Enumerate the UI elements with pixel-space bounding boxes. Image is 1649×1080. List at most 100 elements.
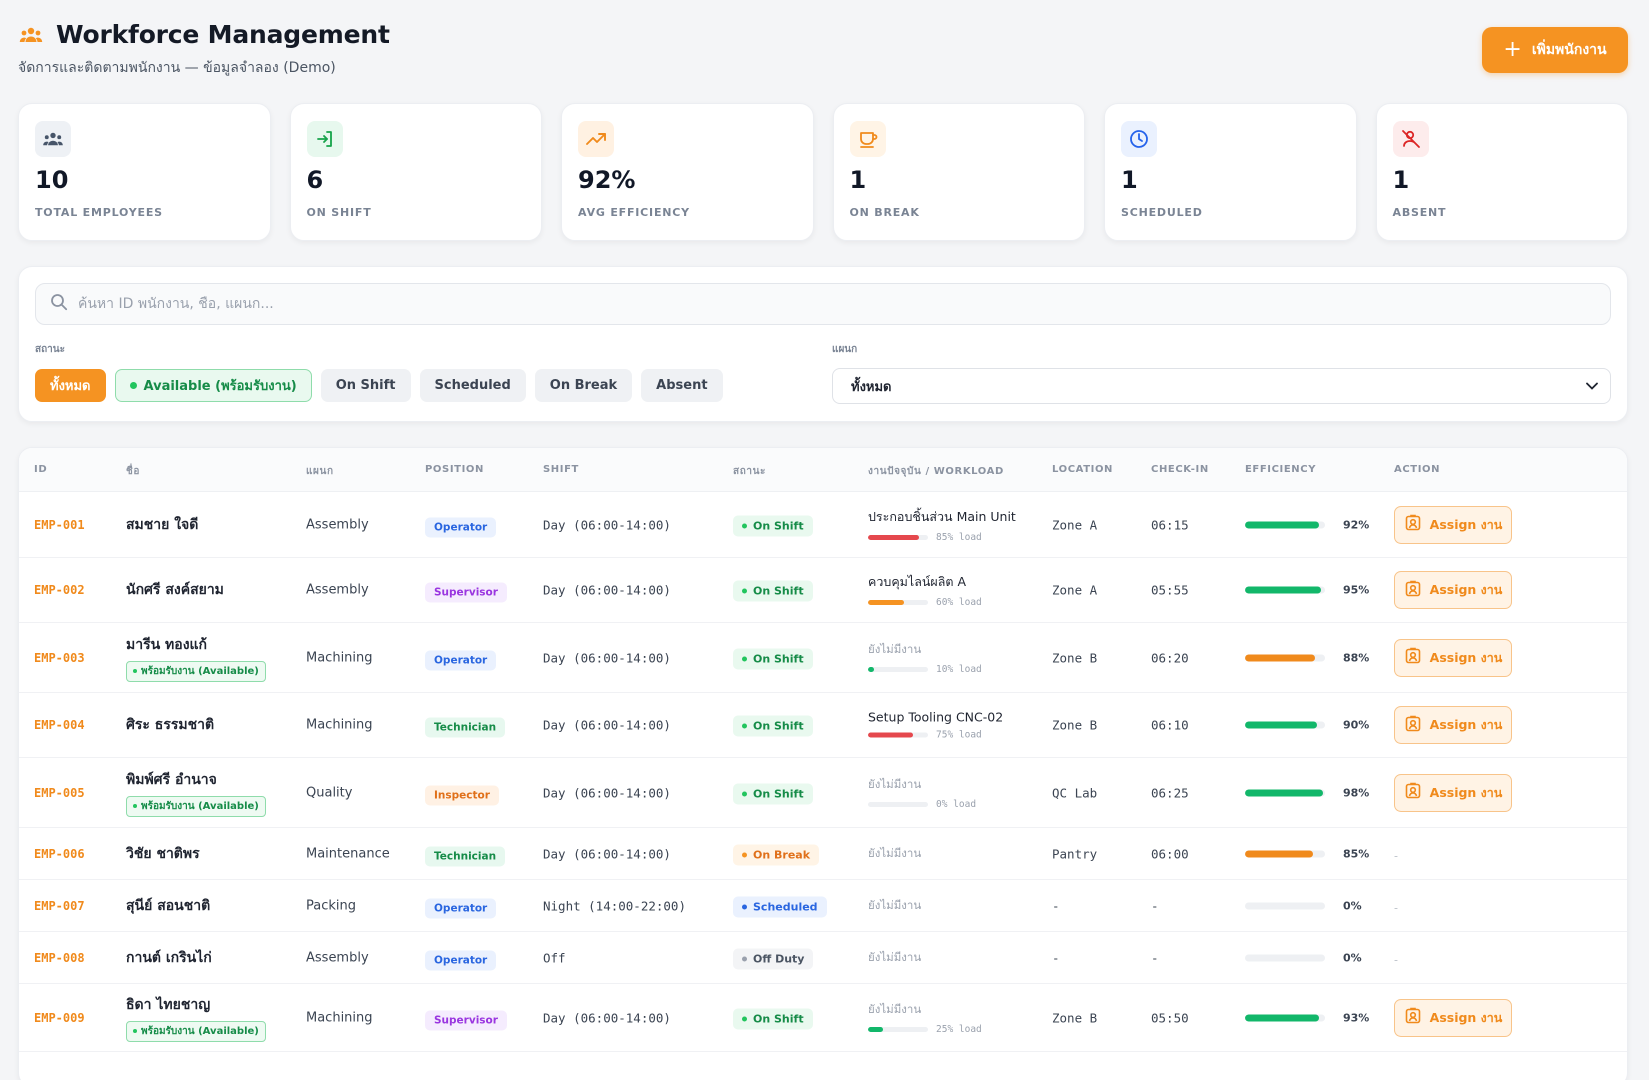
- assign-task-button[interactable]: Assign งาน: [1394, 571, 1512, 609]
- table-row[interactable]: EMP-009 ธิดา ไทยชาญ พร้อมรับงาน (Availabl…: [19, 984, 1627, 1052]
- table-row[interactable]: EMP-002 นักศรี สงค์สยาม Assembly Supervi…: [19, 558, 1627, 623]
- table-row[interactable]: EMP-008 กานต์ เกรินไก่ Assembly Operator…: [19, 932, 1627, 984]
- column-header: ชื่อ: [126, 466, 140, 477]
- workload-cell: ยังไม่มีงาน 0% load: [868, 776, 976, 810]
- employee-id[interactable]: EMP-009: [34, 1010, 85, 1025]
- shift: Day (06:00-14:00): [543, 785, 671, 800]
- stat-value: 6: [306, 166, 324, 194]
- employee-id[interactable]: EMP-006: [34, 846, 85, 861]
- shift: Night (14:00-22:00): [543, 898, 686, 913]
- assign-task-button[interactable]: Assign งาน: [1394, 998, 1512, 1037]
- efficiency-cell: 88%: [1245, 651, 1369, 664]
- employee-name-cell: สุนีย์ สอนชาติ: [126, 895, 210, 917]
- stats-row: 10 TOTAL EMPLOYEES 6 ON SHIFT 92% AVG EF…: [18, 103, 1628, 241]
- workload-cell: ยังไม่มีงาน 10% load: [868, 641, 982, 675]
- status-cell: On Shift: [733, 781, 813, 804]
- clipboard-user-icon: [1404, 782, 1422, 803]
- location: Zone A: [1052, 582, 1098, 598]
- employee-id[interactable]: EMP-005: [34, 785, 85, 800]
- status-dot-icon: [742, 852, 747, 857]
- clipboard-user-icon: [1404, 715, 1422, 736]
- status-dot-icon: [742, 523, 747, 528]
- workload-cell: Setup Tooling CNC-02 75% load: [868, 710, 1003, 741]
- stat-card-absent: 1 ABSENT: [1375, 103, 1628, 241]
- workload-load-text: 25% load: [936, 1023, 982, 1035]
- add-employee-button[interactable]: + เพิ่มพนักงาน: [1482, 27, 1628, 73]
- page-title: Workforce Management: [56, 20, 390, 49]
- plus-icon: +: [1503, 37, 1522, 62]
- check-in-time: 05:55: [1151, 582, 1189, 598]
- chip-label: Scheduled: [434, 378, 511, 393]
- assign-task-button[interactable]: Assign งาน: [1394, 773, 1512, 812]
- action-cell: Assign งาน: [1394, 638, 1512, 677]
- status-chip-on[interactable]: On Shift: [320, 369, 411, 402]
- chip-label: On Shift: [335, 378, 396, 393]
- chip-label: ทั้งหมด: [50, 379, 91, 394]
- efficiency-fill: [1245, 654, 1316, 661]
- status-chip-absent[interactable]: Absent: [641, 369, 723, 402]
- efficiency-bar: [1245, 850, 1325, 857]
- workload-bar: [868, 732, 928, 738]
- column-header: CHECK-IN: [1151, 464, 1209, 475]
- employee-table: ID ชื่อ แผนก POSITION SHIFT สถานะ งานปัจจุบัน …: [18, 447, 1628, 1080]
- department-select-value: ทั้งหมด: [851, 379, 892, 395]
- position-cell: Inspector: [425, 783, 499, 805]
- users-icon: [35, 121, 71, 157]
- search-input[interactable]: [78, 296, 1610, 312]
- efficiency-percent: 85%: [1343, 847, 1370, 860]
- workload-bar: [868, 1026, 928, 1032]
- stat-card-on-break: 1 ON BREAK: [832, 103, 1085, 241]
- column-header: ACTION: [1394, 464, 1441, 475]
- department: Machining: [306, 650, 373, 665]
- assign-task-button[interactable]: Assign งาน: [1394, 706, 1512, 744]
- department-select[interactable]: ทั้งหมด: [832, 368, 1611, 404]
- position-badge: Technician: [425, 846, 506, 866]
- check-in-time: 06:15: [1151, 517, 1189, 532]
- status-cell: On Shift: [733, 1006, 813, 1029]
- employee-id[interactable]: EMP-004: [34, 718, 85, 732]
- search-box[interactable]: [35, 283, 1611, 325]
- employee-id[interactable]: EMP-002: [34, 583, 85, 597]
- department-filter-label: แผนก: [832, 344, 858, 355]
- workload-bar-row: 85% load: [868, 532, 1016, 543]
- status-cell: On Shift: [733, 646, 813, 669]
- status-cell: Off Duty: [733, 946, 814, 969]
- table-row[interactable]: EMP-006 วิชัย ชาติพร Maintenance Technic…: [19, 828, 1627, 880]
- stat-value: 10: [35, 166, 69, 194]
- status-chip-all[interactable]: ทั้งหมด: [35, 369, 106, 402]
- workload-cell: ยังไม่มีงาน: [868, 897, 921, 915]
- column-header: สถานะ: [733, 466, 766, 477]
- efficiency-fill: [1245, 789, 1324, 796]
- stat-label: ON BREAK: [849, 206, 920, 219]
- assign-task-button[interactable]: Assign งาน: [1394, 505, 1512, 544]
- status-label: On Shift: [753, 787, 804, 800]
- available-dot-icon: [133, 804, 137, 808]
- location: Zone A: [1052, 517, 1098, 532]
- chip-label: On Break: [549, 378, 618, 393]
- table-row[interactable]: EMP-004 ศิระ ธรรมชาติ Machining Technici…: [19, 693, 1627, 758]
- efficiency-cell: 95%: [1245, 584, 1369, 597]
- status-badge: On Shift: [733, 715, 813, 737]
- employee-name-cell: นักศรี สงค์สยาม: [126, 579, 224, 601]
- table-row[interactable]: EMP-003 มารีน ทองแก้ พร้อมรับงาน (Availab…: [19, 623, 1627, 693]
- table-row[interactable]: EMP-007 สุนีย์ สอนชาติ Packing Operator …: [19, 880, 1627, 932]
- no-task-text: ยังไม่มีงาน: [868, 949, 922, 964]
- employee-name: พิมพ์ศรี อำนาจ: [126, 771, 217, 788]
- table-row[interactable]: EMP-005 พิมพ์ศรี อำนาจ พร้อมรับงาน (Avail…: [19, 758, 1627, 828]
- assign-task-button[interactable]: Assign งาน: [1394, 638, 1512, 677]
- employee-id[interactable]: EMP-007: [34, 898, 85, 913]
- status-dot-icon: [742, 791, 747, 796]
- status-chip-scheduled[interactable]: Scheduled: [419, 369, 526, 402]
- status-chip-on[interactable]: On Break: [534, 369, 633, 402]
- location: Zone B: [1052, 1010, 1098, 1025]
- employee-id[interactable]: EMP-003: [34, 650, 85, 665]
- efficiency-cell: 98%: [1245, 786, 1369, 799]
- employee-id[interactable]: EMP-001: [34, 517, 85, 532]
- status-chip-available[interactable]: Available (พร้อมรับงาน): [114, 369, 312, 402]
- current-task: ประกอบชิ้นส่วน Main Unit: [868, 508, 1016, 524]
- assign-label: Assign งาน: [1429, 582, 1503, 597]
- stat-value: 1: [1392, 166, 1410, 194]
- employee-id[interactable]: EMP-008: [34, 950, 85, 965]
- table-row[interactable]: EMP-001 สมชาย ใจดี Assembly Operator Day…: [19, 492, 1627, 558]
- location: -: [1052, 950, 1060, 965]
